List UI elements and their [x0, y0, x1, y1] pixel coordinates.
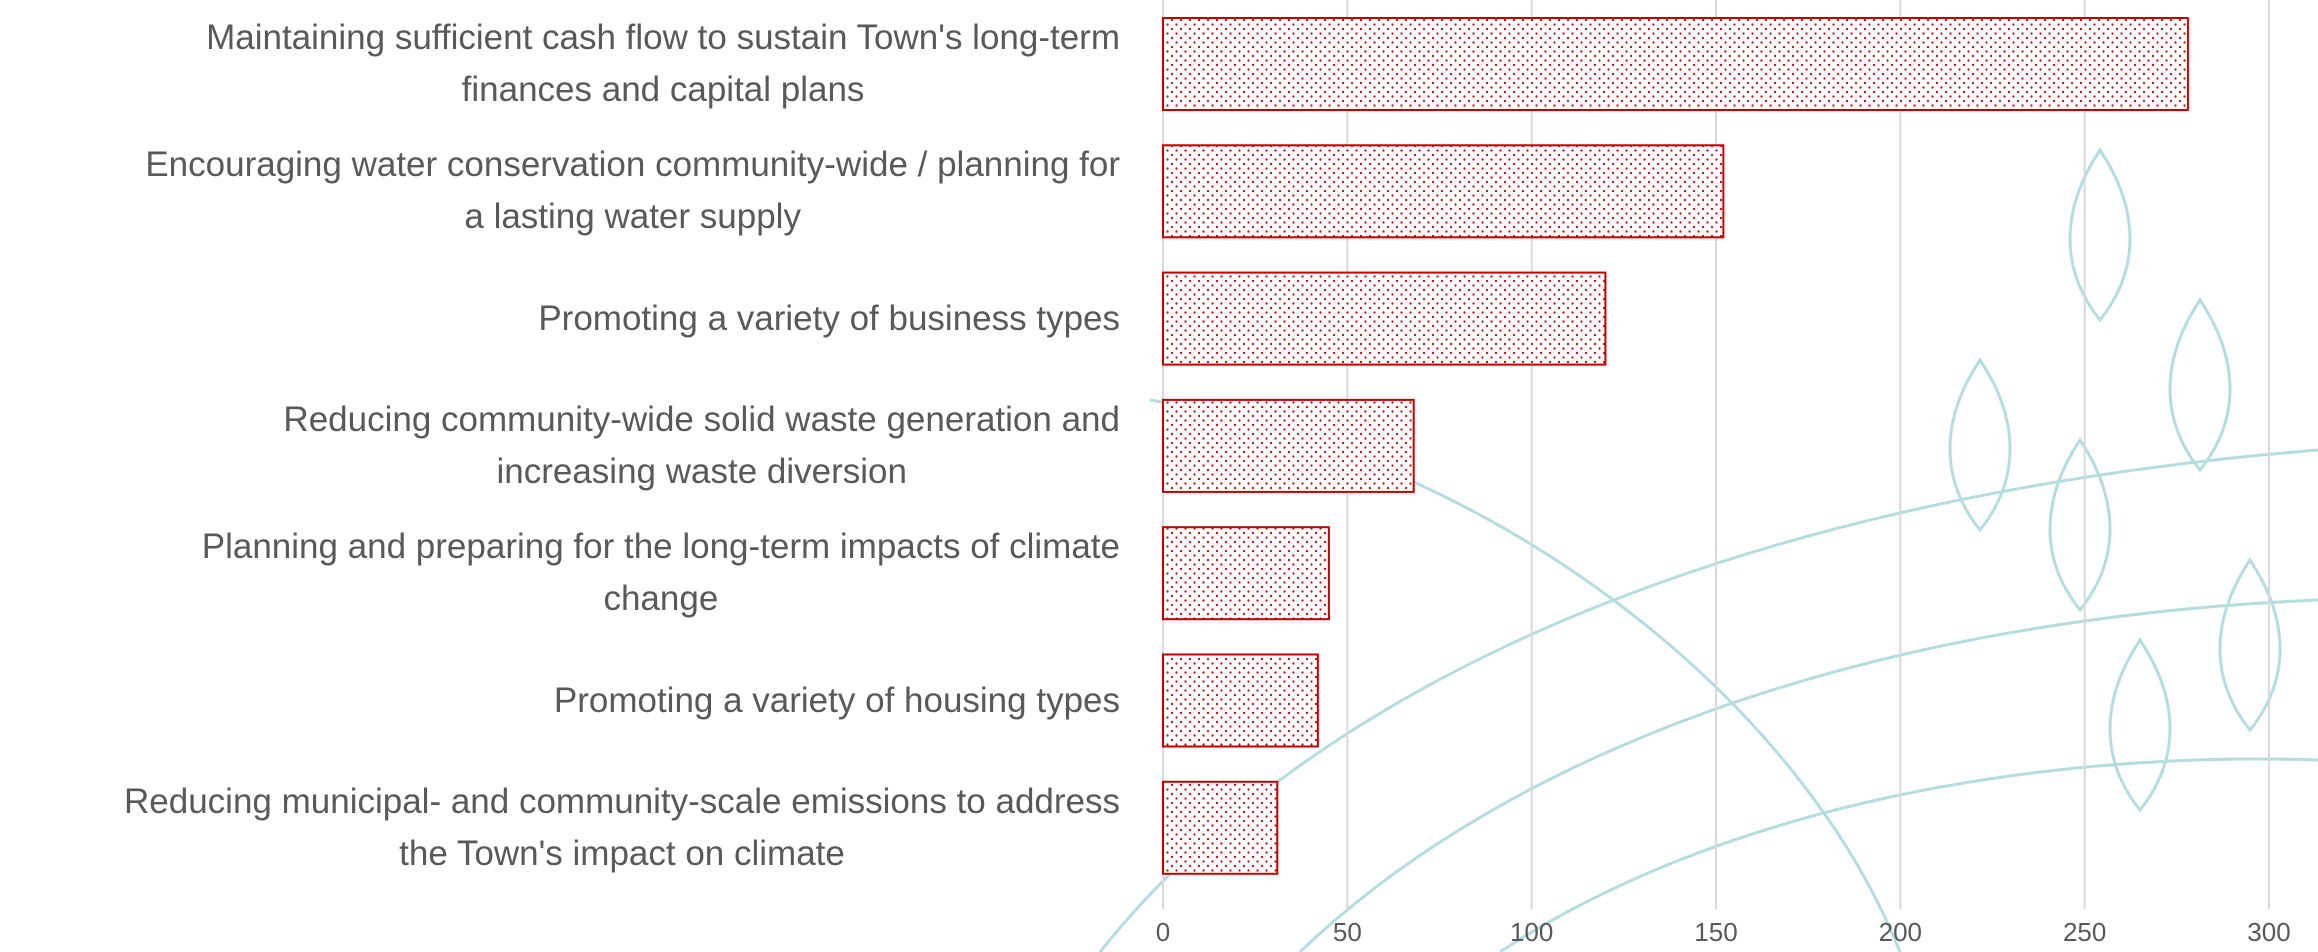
x-tick-label: 0 — [1156, 917, 1170, 947]
x-tick-label: 250 — [2063, 917, 2106, 947]
bar — [1163, 782, 1277, 874]
category-label: Reducing municipal- and community-scale … — [124, 776, 1120, 880]
page: 0 50 100 150 200 250 300 Maintaining sufficien… — [0, 0, 2318, 952]
category-label: Promoting a variety of housing types — [554, 675, 1120, 727]
x-tick-label: 50 — [1333, 917, 1362, 947]
category-label: Promoting a variety of business types — [538, 293, 1120, 345]
x-tick-label: 100 — [1510, 917, 1553, 947]
bar — [1163, 18, 2188, 110]
bar — [1163, 400, 1414, 492]
bar — [1163, 145, 1723, 237]
category-label: Reducing community-wide solid waste gene… — [283, 394, 1120, 498]
x-tick-label: 200 — [1879, 917, 1922, 947]
bar — [1163, 655, 1318, 747]
category-label: Maintaining sufficient cash flow to sust… — [206, 12, 1120, 116]
x-tick-label: 300 — [2247, 917, 2290, 947]
category-label: Encouraging water conservation community… — [145, 139, 1120, 243]
bar — [1163, 273, 1605, 365]
category-label: Planning and preparing for the long-term… — [202, 521, 1120, 625]
x-tick-label: 150 — [1694, 917, 1737, 947]
bar — [1163, 527, 1329, 619]
